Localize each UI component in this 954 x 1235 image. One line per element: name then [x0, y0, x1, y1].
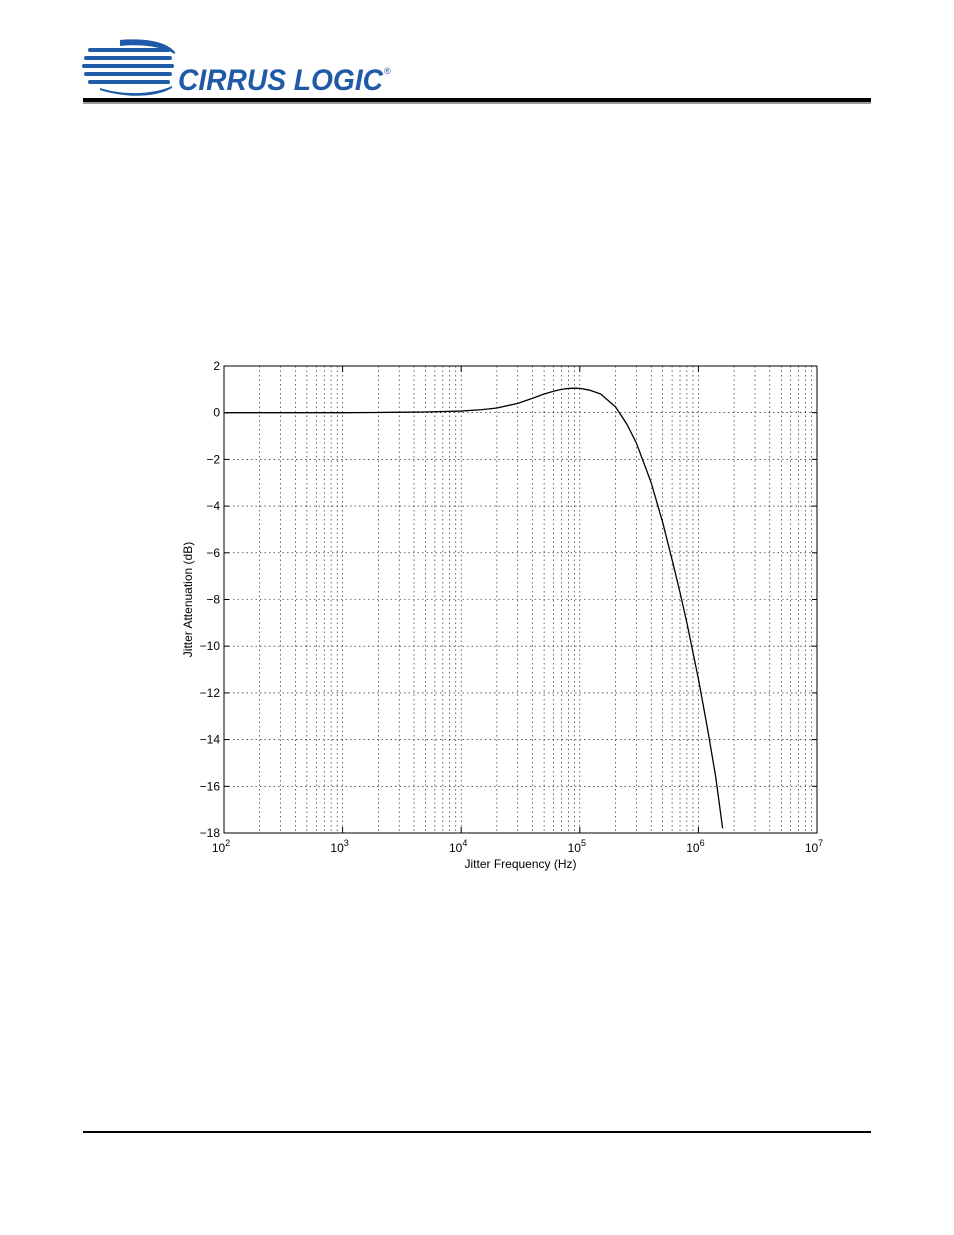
logo-brand-text: CIRRUS LOGIC — [178, 64, 384, 97]
logo-swoosh-icon — [82, 39, 175, 96]
tick-layer — [223, 365, 818, 834]
y-tick-label: −6 — [206, 546, 220, 560]
header-rule — [83, 98, 871, 104]
x-tick-label: 104 — [449, 838, 467, 855]
y-tick-label: −10 — [200, 639, 221, 653]
x-tick-label: 106 — [686, 838, 704, 855]
y-tick-label: −4 — [206, 499, 220, 513]
y-tick-label: −2 — [206, 452, 220, 466]
y-axis-label: Jitter Attenuation (dB) — [181, 542, 195, 657]
logo-registered-mark: ® — [384, 66, 391, 76]
footer-rule — [83, 1131, 871, 1133]
y-tick-label: −16 — [200, 779, 221, 793]
y-tick-label: −12 — [200, 686, 221, 700]
x-tick-label: 102 — [212, 838, 230, 855]
y-tick-label: −8 — [206, 593, 220, 607]
cirrus-logic-logo: CIRRUS LOGIC ® — [82, 39, 391, 97]
x-axis-label: Jitter Frequency (Hz) — [464, 857, 576, 871]
grid-layer — [224, 366, 817, 833]
series-layer — [224, 387, 724, 829]
y-tick-label: 2 — [213, 359, 220, 373]
x-tick-label: 103 — [330, 838, 348, 855]
jitter-attenuation-chart: 2 0 −2 −4 −6 −8 −10 −12 −14 −16 −18 102 103 104 105 106… — [160, 355, 840, 885]
series-line — [224, 387, 724, 829]
y-tick-label: 0 — [213, 406, 220, 420]
y-tick-label: −18 — [200, 826, 221, 840]
x-tick-label: 107 — [805, 838, 823, 855]
y-tick-label: −14 — [200, 733, 221, 747]
x-tick-label: 105 — [568, 838, 586, 855]
